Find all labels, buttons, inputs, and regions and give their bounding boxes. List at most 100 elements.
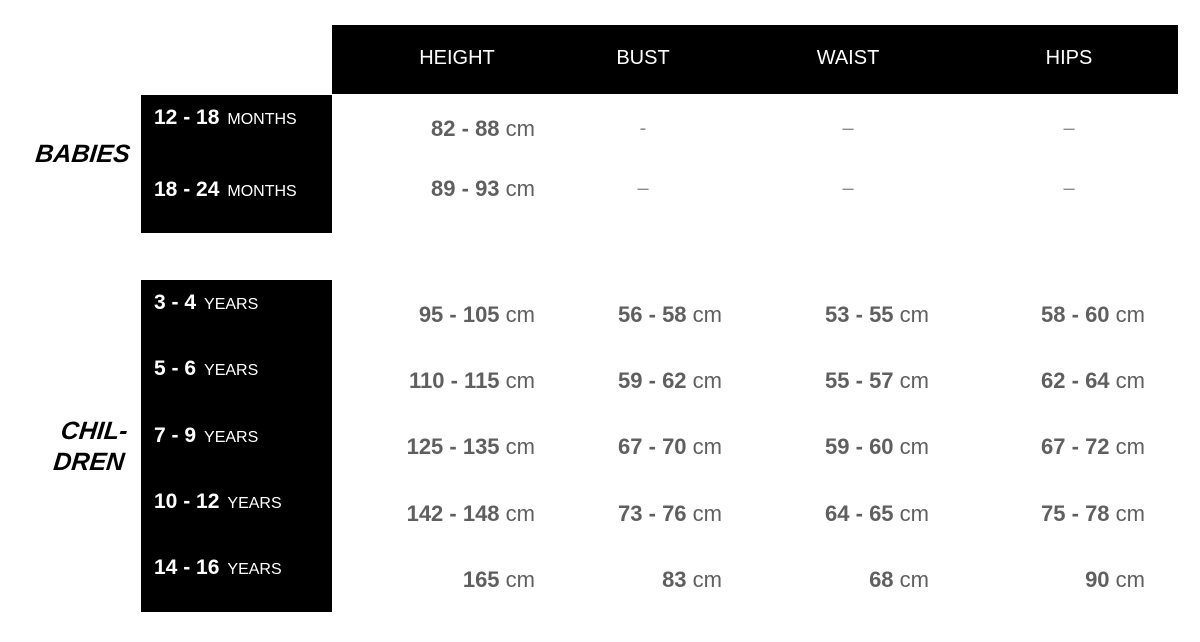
measurement-unit: cm bbox=[505, 434, 535, 459]
measurement-unit: cm bbox=[505, 176, 535, 201]
empty-value-dash: – bbox=[1063, 177, 1075, 200]
age-unit: MONTHS bbox=[227, 183, 297, 200]
measurement-value: 110 - 115 cm bbox=[409, 368, 535, 394]
empty-value-dash: - bbox=[639, 117, 647, 140]
empty-value-dash: – bbox=[842, 177, 854, 200]
empty-value-dash: – bbox=[1063, 117, 1075, 140]
measurement-value: 142 - 148 cm bbox=[407, 501, 535, 527]
measurement-unit: cm bbox=[1115, 302, 1145, 327]
measurement-number: 73 - 76 bbox=[618, 501, 687, 526]
age-range-label: 10 - 12 YEARS bbox=[154, 490, 282, 514]
measurement-number: 55 - 57 bbox=[825, 368, 894, 393]
measurement-number: 59 - 60 bbox=[825, 434, 894, 459]
measurement-number: 56 - 58 bbox=[618, 302, 687, 327]
group-label-children: CHIL- DREN bbox=[7, 416, 130, 478]
measurement-number: 64 - 65 bbox=[825, 501, 894, 526]
measurement-number: 142 - 148 bbox=[406, 501, 500, 526]
measurement-number: 95 - 105 bbox=[418, 302, 500, 327]
measurement-unit: cm bbox=[1115, 434, 1145, 459]
age-range-label: 5 - 6 YEARS bbox=[154, 357, 258, 381]
measurement-unit: cm bbox=[692, 501, 722, 526]
age-range-label: 12 - 18 MONTHS bbox=[154, 106, 297, 130]
measurement-number: 58 - 60 bbox=[1041, 302, 1110, 327]
age-unit: YEARS bbox=[204, 429, 259, 446]
measurement-unit: cm bbox=[899, 567, 929, 592]
age-unit: YEARS bbox=[227, 561, 282, 578]
measurement-unit: cm bbox=[899, 368, 929, 393]
measurement-value: 82 - 88 cm bbox=[431, 116, 535, 142]
babies-age-block bbox=[141, 95, 332, 233]
measurement-value: 67 - 70 cm bbox=[618, 434, 722, 460]
measurement-unit: cm bbox=[899, 302, 929, 327]
column-header-height: HEIGHT bbox=[419, 47, 495, 69]
measurement-value: 90 cm bbox=[1085, 567, 1145, 593]
age-range: 12 - 18 bbox=[154, 106, 220, 129]
measurement-unit: cm bbox=[692, 434, 722, 459]
column-header-waist: WAIST bbox=[816, 47, 880, 69]
group-label-babies: BABIES bbox=[34, 140, 132, 168]
measurement-value: 83 cm bbox=[662, 567, 722, 593]
measurement-number: 165 bbox=[462, 567, 500, 592]
age-range-label: 18 - 24 MONTHS bbox=[154, 178, 297, 202]
measurement-unit: cm bbox=[505, 567, 535, 592]
age-range: 14 - 16 bbox=[154, 556, 220, 579]
measurement-number: 68 bbox=[869, 567, 894, 592]
measurement-number: 90 bbox=[1085, 567, 1110, 592]
age-unit: MONTHS bbox=[227, 111, 297, 128]
measurement-value: 59 - 60 cm bbox=[825, 434, 929, 460]
measurement-value: 165 cm bbox=[463, 567, 535, 593]
measurement-number: 89 - 93 bbox=[431, 176, 500, 201]
measurement-unit: cm bbox=[899, 501, 929, 526]
age-range-label: 3 - 4 YEARS bbox=[154, 291, 258, 315]
age-unit: YEARS bbox=[227, 495, 282, 512]
measurement-value: 55 - 57 cm bbox=[825, 368, 929, 394]
column-header-hips: HIPS bbox=[1045, 47, 1093, 69]
measurement-number: 75 - 78 bbox=[1041, 501, 1110, 526]
age-range: 10 - 12 bbox=[154, 490, 220, 513]
measurement-value: 68 cm bbox=[869, 567, 929, 593]
measurement-unit: cm bbox=[505, 302, 535, 327]
measurement-unit: cm bbox=[505, 368, 535, 393]
measurement-number: 53 - 55 bbox=[825, 302, 894, 327]
measurement-number: 110 - 115 bbox=[409, 368, 500, 393]
measurement-unit: cm bbox=[899, 434, 929, 459]
measurement-value: 64 - 65 cm bbox=[825, 501, 929, 527]
measurement-value: 89 - 93 cm bbox=[431, 176, 535, 202]
empty-value-dash: – bbox=[842, 117, 854, 140]
measurement-value: 67 - 72 cm bbox=[1041, 434, 1145, 460]
measurement-unit: cm bbox=[505, 116, 535, 141]
age-range: 18 - 24 bbox=[154, 178, 220, 201]
measurement-value: 125 - 135 cm bbox=[407, 434, 535, 460]
measurement-value: 58 - 60 cm bbox=[1041, 302, 1145, 328]
measurement-unit: cm bbox=[505, 501, 535, 526]
measurement-value: 95 - 105 cm bbox=[419, 302, 535, 328]
measurement-value: 73 - 76 cm bbox=[618, 501, 722, 527]
measurement-number: 62 - 64 bbox=[1041, 368, 1110, 393]
measurement-value: 59 - 62 cm bbox=[618, 368, 722, 394]
empty-value-dash: – bbox=[637, 177, 649, 200]
measurement-unit: cm bbox=[1115, 368, 1145, 393]
group-label-line: DREN bbox=[52, 448, 126, 476]
measurement-unit: cm bbox=[692, 368, 722, 393]
children-age-block bbox=[141, 280, 332, 612]
age-unit: YEARS bbox=[204, 296, 259, 313]
measurement-unit: cm bbox=[692, 567, 722, 592]
column-header-bar: HEIGHT BUST WAIST HIPS bbox=[332, 25, 1178, 94]
column-header-bust: BUST bbox=[616, 47, 670, 69]
measurement-value: 56 - 58 cm bbox=[618, 302, 722, 328]
measurement-value: 53 - 55 cm bbox=[825, 302, 929, 328]
group-label-line: CHIL- bbox=[59, 417, 130, 445]
age-unit: YEARS bbox=[204, 362, 259, 379]
measurement-value: 75 - 78 cm bbox=[1041, 501, 1145, 527]
measurement-number: 83 bbox=[662, 567, 687, 592]
measurement-number: 67 - 70 bbox=[618, 434, 687, 459]
measurement-unit: cm bbox=[1115, 501, 1145, 526]
measurement-number: 59 - 62 bbox=[618, 368, 687, 393]
measurement-number: 125 - 135 bbox=[406, 434, 500, 459]
age-range: 3 - 4 bbox=[154, 291, 197, 314]
age-range-label: 14 - 16 YEARS bbox=[154, 556, 282, 580]
age-range: 5 - 6 bbox=[154, 357, 197, 380]
measurement-unit: cm bbox=[692, 302, 722, 327]
age-range: 7 - 9 bbox=[154, 424, 197, 447]
measurement-value: 62 - 64 cm bbox=[1041, 368, 1145, 394]
